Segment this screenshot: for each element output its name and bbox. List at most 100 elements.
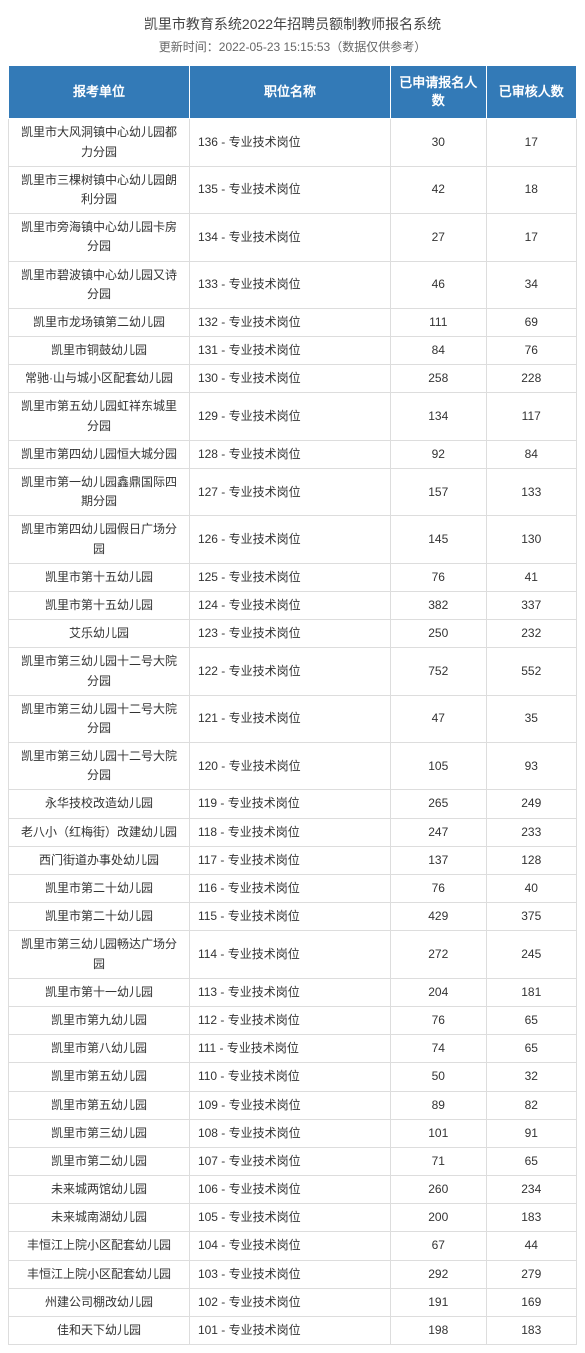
cell-unit: 未来城南湖幼儿园 bbox=[9, 1204, 190, 1232]
col-unit: 报考单位 bbox=[9, 66, 190, 119]
cell-applied: 157 bbox=[391, 469, 487, 516]
cell-approved: 130 bbox=[486, 516, 577, 563]
cell-position: 109 - 专业技术岗位 bbox=[189, 1091, 390, 1119]
cell-position: 107 - 专业技术岗位 bbox=[189, 1147, 390, 1175]
col-applied: 已申请报名人数 bbox=[391, 66, 487, 119]
cell-unit: 丰恒江上院小区配套幼儿园 bbox=[9, 1232, 190, 1260]
cell-applied: 137 bbox=[391, 846, 487, 874]
cell-unit: 凯里市第三幼儿园 bbox=[9, 1119, 190, 1147]
cell-unit: 未来城两馆幼儿园 bbox=[9, 1176, 190, 1204]
cell-approved: 91 bbox=[486, 1119, 577, 1147]
cell-position: 102 - 专业技术岗位 bbox=[189, 1288, 390, 1316]
cell-position: 126 - 专业技术岗位 bbox=[189, 516, 390, 563]
table-row: 凯里市龙场镇第二幼儿园132 - 专业技术岗位11169 bbox=[9, 308, 577, 336]
cell-position: 136 - 专业技术岗位 bbox=[189, 119, 390, 166]
cell-unit: 凯里市铜鼓幼儿园 bbox=[9, 337, 190, 365]
cell-applied: 47 bbox=[391, 695, 487, 742]
table-row: 凯里市第九幼儿园112 - 专业技术岗位7665 bbox=[9, 1006, 577, 1034]
cell-approved: 18 bbox=[486, 166, 577, 213]
cell-applied: 89 bbox=[391, 1091, 487, 1119]
cell-applied: 198 bbox=[391, 1317, 487, 1345]
cell-approved: 65 bbox=[486, 1147, 577, 1175]
cell-unit: 常驰·山与城小区配套幼儿园 bbox=[9, 365, 190, 393]
cell-unit: 凯里市第三幼儿园十二号大院分园 bbox=[9, 695, 190, 742]
cell-position: 101 - 专业技术岗位 bbox=[189, 1317, 390, 1345]
cell-applied: 111 bbox=[391, 308, 487, 336]
cell-position: 120 - 专业技术岗位 bbox=[189, 743, 390, 790]
table-row: 凯里市第三幼儿园畅达广场分园114 - 专业技术岗位272245 bbox=[9, 931, 577, 978]
cell-position: 119 - 专业技术岗位 bbox=[189, 790, 390, 818]
cell-position: 114 - 专业技术岗位 bbox=[189, 931, 390, 978]
cell-applied: 105 bbox=[391, 743, 487, 790]
table-row: 凯里市第二十幼儿园116 - 专业技术岗位7640 bbox=[9, 875, 577, 903]
table-row: 凯里市第二十幼儿园115 - 专业技术岗位429375 bbox=[9, 903, 577, 931]
cell-applied: 84 bbox=[391, 337, 487, 365]
cell-approved: 32 bbox=[486, 1063, 577, 1091]
table-row: 凯里市第三幼儿园十二号大院分园122 - 专业技术岗位752552 bbox=[9, 648, 577, 695]
table-row: 凯里市第四幼儿园恒大城分园128 - 专业技术岗位9284 bbox=[9, 440, 577, 468]
cell-approved: 133 bbox=[486, 469, 577, 516]
table-row: 凯里市第一幼儿园鑫鼎国际四期分园127 - 专业技术岗位157133 bbox=[9, 469, 577, 516]
cell-unit: 佳和天下幼儿园 bbox=[9, 1317, 190, 1345]
cell-position: 112 - 专业技术岗位 bbox=[189, 1006, 390, 1034]
cell-unit: 凯里市第五幼儿园虹祥东城里分园 bbox=[9, 393, 190, 440]
cell-applied: 200 bbox=[391, 1204, 487, 1232]
cell-unit: 永华技校改造幼儿园 bbox=[9, 790, 190, 818]
cell-applied: 101 bbox=[391, 1119, 487, 1147]
table-row: 未来城南湖幼儿园105 - 专业技术岗位200183 bbox=[9, 1204, 577, 1232]
table-row: 凯里市大风洞镇中心幼儿园都力分园136 - 专业技术岗位3017 bbox=[9, 119, 577, 166]
table-row: 丰恒江上院小区配套幼儿园104 - 专业技术岗位6744 bbox=[9, 1232, 577, 1260]
cell-approved: 183 bbox=[486, 1204, 577, 1232]
cell-applied: 382 bbox=[391, 591, 487, 619]
cell-applied: 134 bbox=[391, 393, 487, 440]
cell-position: 106 - 专业技术岗位 bbox=[189, 1176, 390, 1204]
cell-position: 116 - 专业技术岗位 bbox=[189, 875, 390, 903]
cell-applied: 42 bbox=[391, 166, 487, 213]
table-row: 凯里市旁海镇中心幼儿园卡房分园134 - 专业技术岗位2717 bbox=[9, 214, 577, 261]
cell-position: 104 - 专业技术岗位 bbox=[189, 1232, 390, 1260]
cell-unit: 凯里市第二十幼儿园 bbox=[9, 903, 190, 931]
table-row: 凯里市第三幼儿园十二号大院分园121 - 专业技术岗位4735 bbox=[9, 695, 577, 742]
cell-applied: 191 bbox=[391, 1288, 487, 1316]
page-subtitle: 更新时间：2022-05-23 15:15:53（数据仅供参考） bbox=[8, 36, 577, 65]
cell-unit: 老八小（红梅街）改建幼儿园 bbox=[9, 818, 190, 846]
cell-position: 132 - 专业技术岗位 bbox=[189, 308, 390, 336]
cell-unit: 西门街道办事处幼儿园 bbox=[9, 846, 190, 874]
cell-unit: 凯里市第八幼儿园 bbox=[9, 1035, 190, 1063]
cell-unit: 凯里市第三幼儿园畅达广场分园 bbox=[9, 931, 190, 978]
cell-approved: 245 bbox=[486, 931, 577, 978]
cell-position: 134 - 专业技术岗位 bbox=[189, 214, 390, 261]
cell-position: 130 - 专业技术岗位 bbox=[189, 365, 390, 393]
cell-approved: 65 bbox=[486, 1035, 577, 1063]
cell-approved: 40 bbox=[486, 875, 577, 903]
cell-approved: 375 bbox=[486, 903, 577, 931]
cell-approved: 65 bbox=[486, 1006, 577, 1034]
table-row: 凯里市第十五幼儿园124 - 专业技术岗位382337 bbox=[9, 591, 577, 619]
cell-position: 133 - 专业技术岗位 bbox=[189, 261, 390, 308]
table-row: 州建公司棚改幼儿园102 - 专业技术岗位191169 bbox=[9, 1288, 577, 1316]
cell-approved: 228 bbox=[486, 365, 577, 393]
cell-unit: 凯里市第三幼儿园十二号大院分园 bbox=[9, 743, 190, 790]
table-row: 凯里市第四幼儿园假日广场分园126 - 专业技术岗位145130 bbox=[9, 516, 577, 563]
table-row: 凯里市三棵树镇中心幼儿园朗利分园135 - 专业技术岗位4218 bbox=[9, 166, 577, 213]
cell-position: 127 - 专业技术岗位 bbox=[189, 469, 390, 516]
cell-unit: 凯里市第二幼儿园 bbox=[9, 1147, 190, 1175]
cell-unit: 凯里市第五幼儿园 bbox=[9, 1063, 190, 1091]
cell-applied: 258 bbox=[391, 365, 487, 393]
cell-unit: 凯里市第四幼儿园假日广场分园 bbox=[9, 516, 190, 563]
cell-approved: 183 bbox=[486, 1317, 577, 1345]
cell-approved: 17 bbox=[486, 119, 577, 166]
cell-position: 135 - 专业技术岗位 bbox=[189, 166, 390, 213]
table-row: 凯里市第二幼儿园107 - 专业技术岗位7165 bbox=[9, 1147, 577, 1175]
cell-applied: 247 bbox=[391, 818, 487, 846]
cell-approved: 17 bbox=[486, 214, 577, 261]
registration-table: 报考单位 职位名称 已申请报名人数 已审核人数 凯里市大风洞镇中心幼儿园都力分园… bbox=[8, 65, 577, 1345]
cell-approved: 233 bbox=[486, 818, 577, 846]
cell-applied: 292 bbox=[391, 1260, 487, 1288]
cell-applied: 76 bbox=[391, 1006, 487, 1034]
cell-approved: 69 bbox=[486, 308, 577, 336]
cell-unit: 凯里市第一幼儿园鑫鼎国际四期分园 bbox=[9, 469, 190, 516]
cell-unit: 凯里市第十五幼儿园 bbox=[9, 563, 190, 591]
cell-unit: 州建公司棚改幼儿园 bbox=[9, 1288, 190, 1316]
cell-applied: 74 bbox=[391, 1035, 487, 1063]
